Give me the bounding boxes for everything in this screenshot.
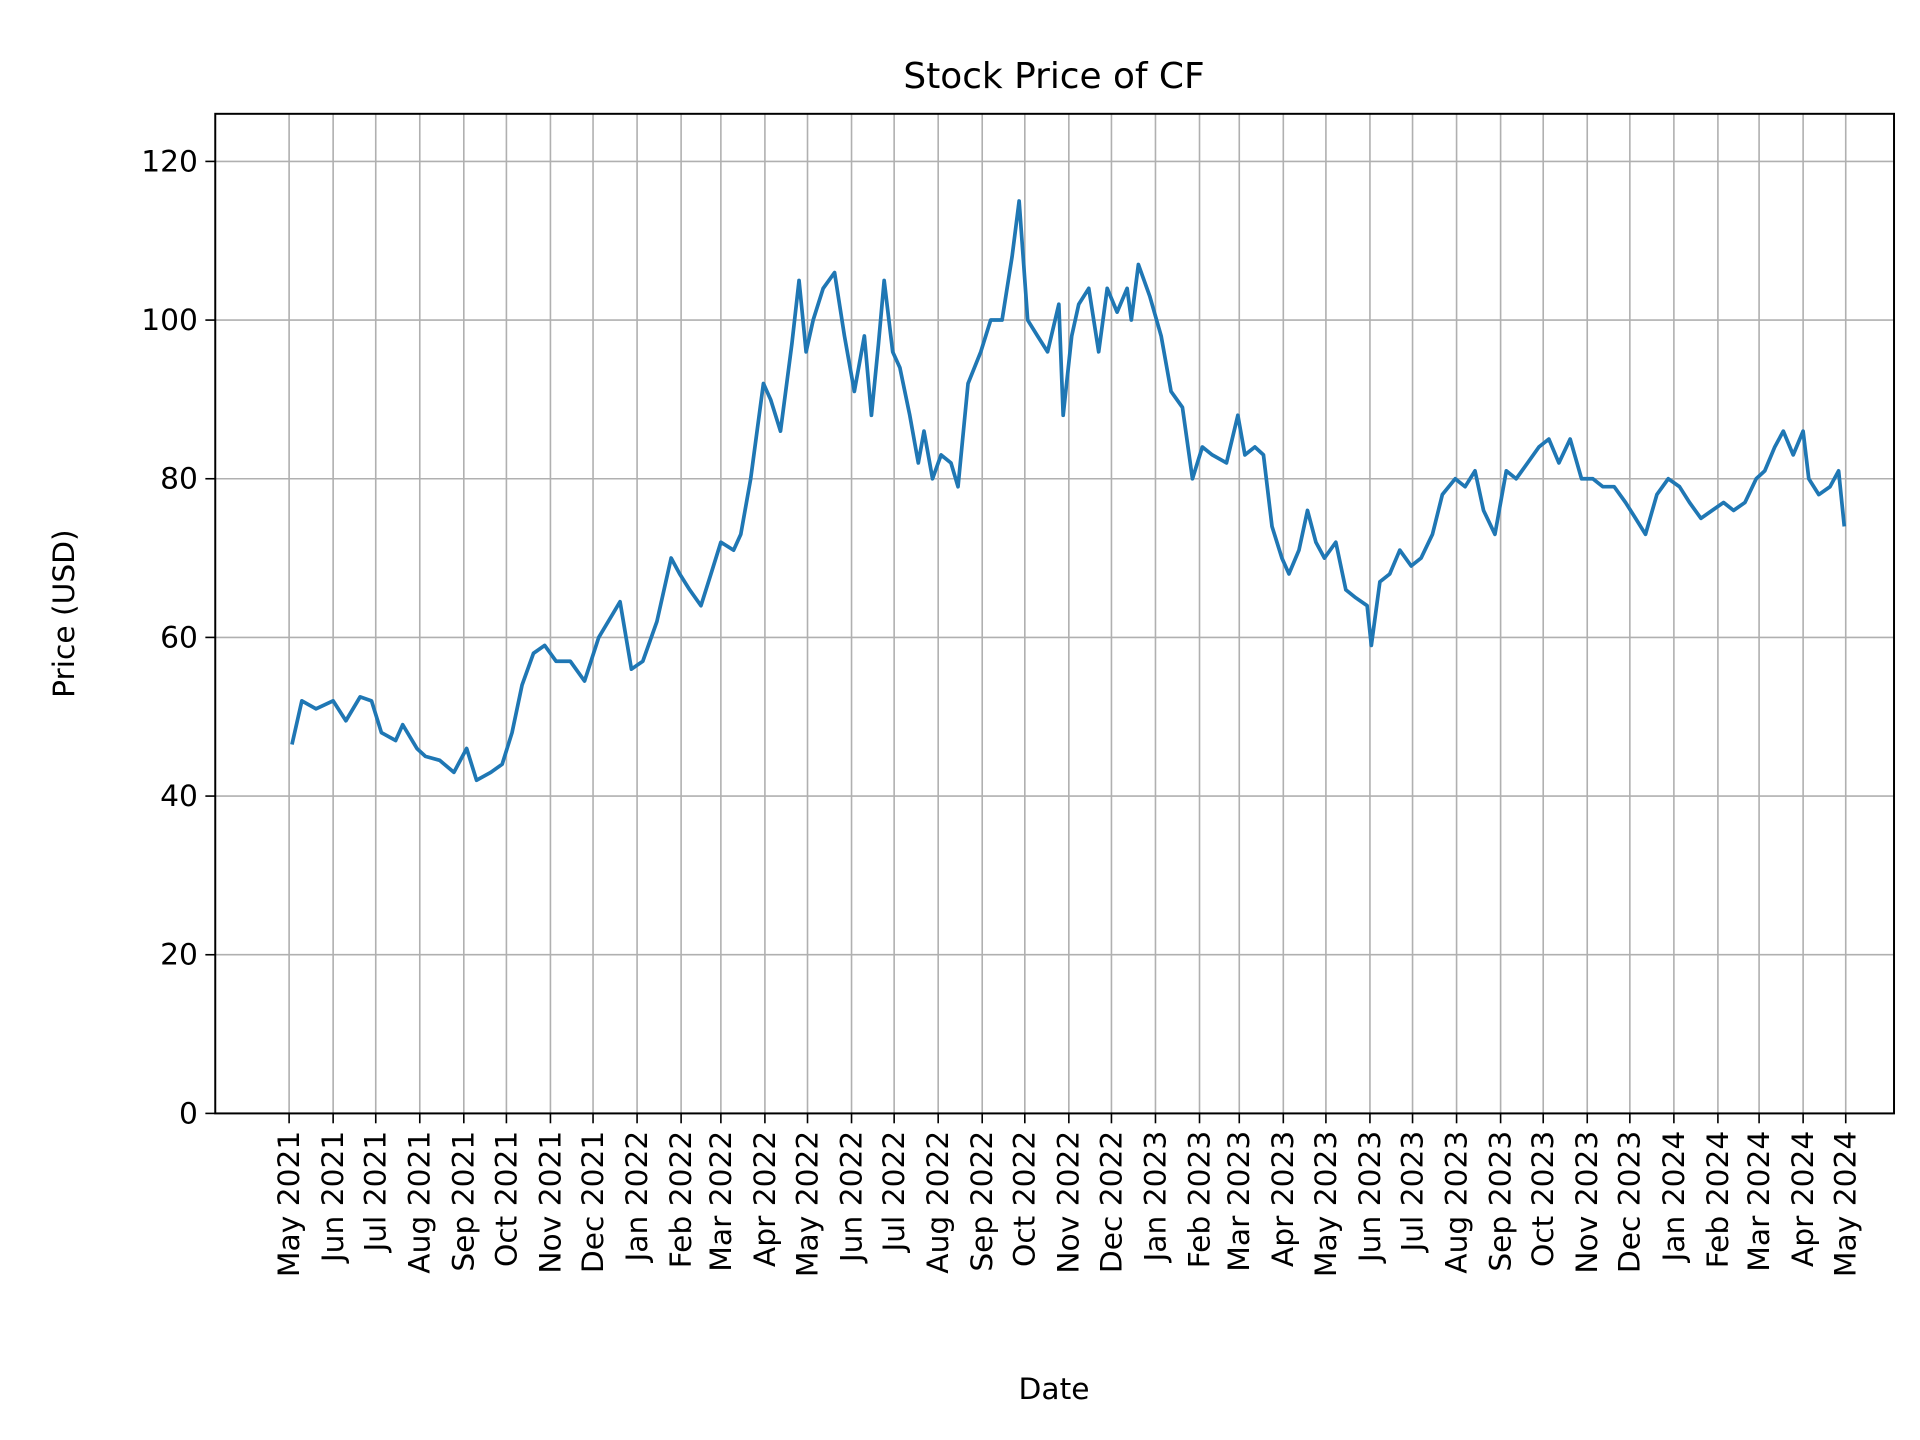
chart-title: Stock Price of CF: [903, 56, 1204, 97]
x-tick-label: Sep 2022: [965, 1131, 1000, 1272]
x-tick-label: Jun 2022: [834, 1131, 869, 1264]
x-tick-label: Jun 2023: [1353, 1131, 1388, 1264]
x-tick-label: Mar 2024: [1742, 1131, 1777, 1272]
y-tick-label: 80: [160, 462, 198, 497]
x-tick-label: Dec 2023: [1613, 1131, 1648, 1273]
x-tick-label: Jul 2022: [877, 1131, 912, 1254]
y-tick-label: 100: [141, 303, 198, 338]
x-tick-label: Nov 2022: [1052, 1131, 1087, 1274]
x-tick-label: Jan 2023: [1138, 1131, 1173, 1264]
x-tick-label: Jul 2021: [359, 1131, 394, 1254]
x-tick-label: Apr 2023: [1266, 1131, 1301, 1267]
x-tick-label: Dec 2021: [576, 1131, 611, 1273]
x-tick-label: Apr 2022: [748, 1131, 783, 1267]
x-tick-label: Mar 2023: [1222, 1131, 1257, 1272]
x-tick-label: Feb 2023: [1182, 1131, 1217, 1269]
x-tick-label: Nov 2023: [1570, 1131, 1605, 1274]
y-tick-label: 0: [179, 1096, 198, 1131]
x-tick-label: Jan 2022: [620, 1131, 655, 1264]
x-tick-label: Nov 2021: [533, 1131, 568, 1274]
y-tick-label: 60: [160, 620, 198, 655]
x-tick-label: Jul 2023: [1395, 1131, 1430, 1254]
x-tick-label: May 2024: [1829, 1131, 1864, 1277]
x-tick-label: Oct 2023: [1526, 1131, 1561, 1267]
price-line: [290, 199, 1847, 783]
x-tick-label: May 2022: [790, 1131, 825, 1277]
x-tick-label: Mar 2022: [704, 1131, 739, 1272]
x-tick-label: Aug 2023: [1439, 1131, 1474, 1274]
grid-lines: [215, 113, 1895, 1115]
plot-frame: [214, 112, 1896, 1115]
x-tick-label: Dec 2022: [1094, 1131, 1129, 1273]
x-tick-label: Aug 2021: [403, 1131, 438, 1274]
x-axis-label: Date: [1019, 1372, 1090, 1407]
x-axis: May 2021 Jun 2021 Jul 2021 Aug 2021 Sep 2021…: [272, 1113, 1864, 1277]
x-tick-label: Feb 2024: [1701, 1131, 1736, 1269]
y-tick-label: 20: [160, 938, 198, 973]
x-tick-label: Oct 2021: [489, 1131, 524, 1267]
y-axis: 0 20 40 60 80 100 120: [141, 144, 216, 1131]
y-tick-label: 120: [141, 144, 198, 179]
y-tick-label: 40: [160, 779, 198, 814]
x-tick-label: Oct 2022: [1008, 1131, 1043, 1267]
x-tick-label: May 2023: [1309, 1131, 1344, 1277]
x-tick-label: Feb 2022: [664, 1131, 699, 1269]
x-tick-label: May 2021: [272, 1131, 307, 1277]
x-tick-label: Jan 2024: [1657, 1131, 1692, 1264]
x-tick-label: Aug 2022: [921, 1131, 956, 1274]
y-axis-label: Price (USD): [47, 529, 82, 697]
x-tick-label: Sep 2023: [1484, 1131, 1519, 1272]
x-tick-label: Sep 2021: [447, 1131, 482, 1272]
x-tick-label: Apr 2024: [1786, 1131, 1821, 1267]
x-tick-label: Jun 2021: [316, 1131, 351, 1264]
